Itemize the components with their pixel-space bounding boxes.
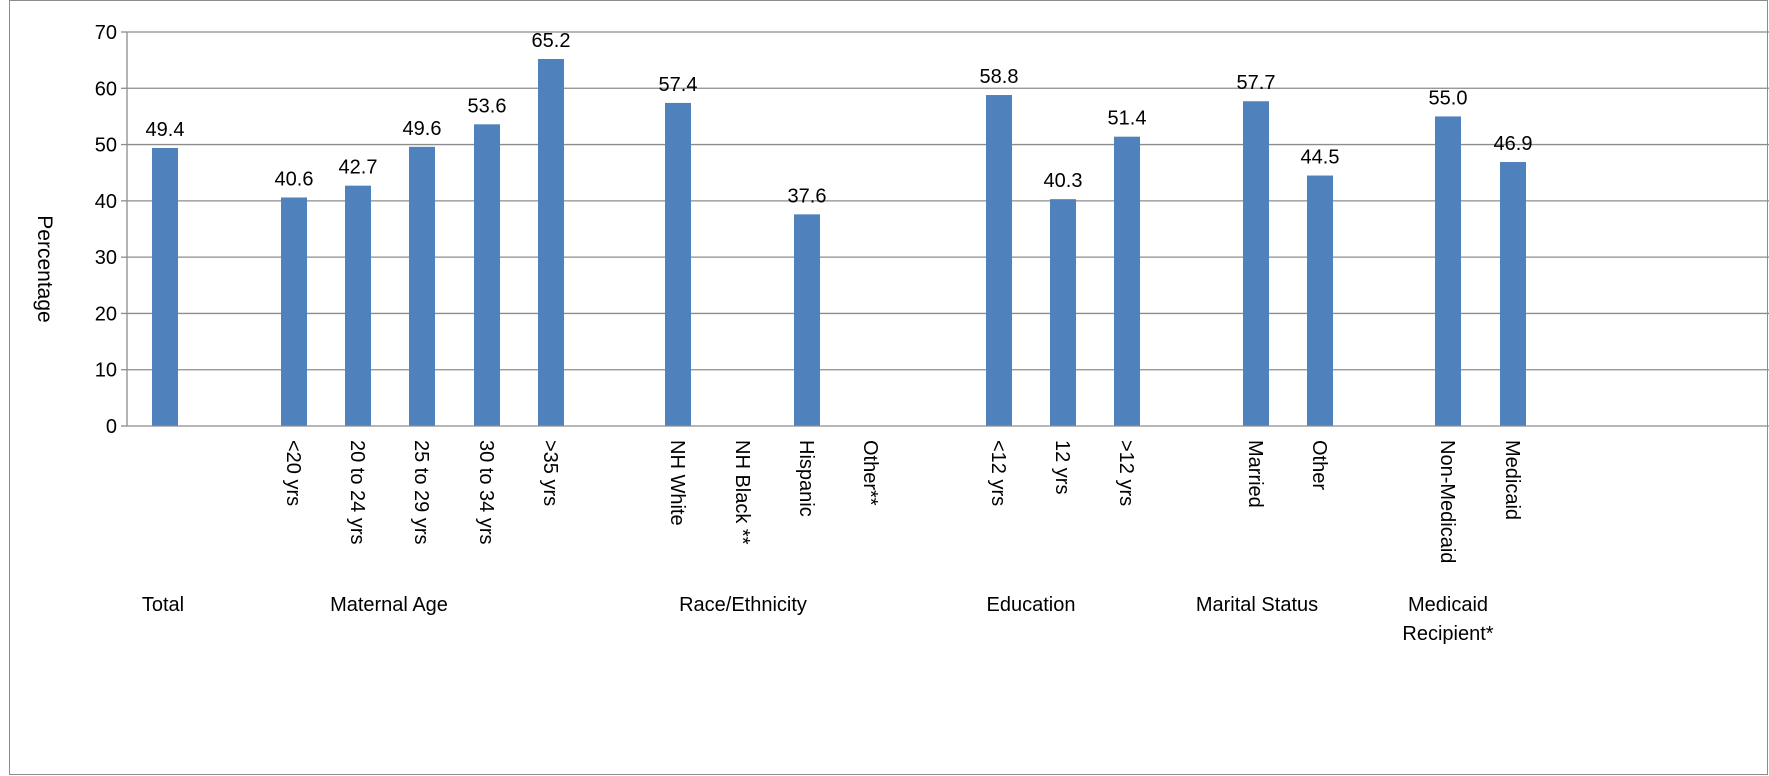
group-labels: Total Maternal Age Race/Ethnicity Education… [142, 594, 1494, 645]
bar [409, 146, 435, 426]
data-label: 51.4 [1108, 108, 1147, 130]
bars [152, 59, 1526, 427]
bar [665, 102, 691, 427]
data-label: 42.7 [339, 157, 378, 179]
data-label: 57.7 [1237, 72, 1276, 94]
y-tick-label: 10 [95, 360, 117, 382]
data-label: 44.5 [1301, 147, 1340, 169]
data-label: 49.4 [146, 119, 185, 141]
bar [152, 147, 178, 426]
bar [345, 185, 371, 426]
y-tick-label: 30 [95, 247, 117, 269]
group-label: Total [142, 594, 184, 616]
x-tick-label: 12 yrs [1051, 440, 1073, 494]
data-label: 53.6 [468, 95, 507, 117]
bar [1050, 199, 1076, 426]
group-label: Medicaid Recipient* [1402, 594, 1493, 645]
bar [1500, 162, 1526, 426]
chart-frame: 49.4 40.6 42.7 49.6 53.6 65.2 57.4 37.6 58.8 40.3… [9, 0, 1769, 775]
x-tick-label: Hispanic [795, 440, 817, 517]
bar [1435, 116, 1461, 426]
x-tick-label: Non-Medicaid [1436, 440, 1458, 563]
group-label: Education [987, 594, 1076, 616]
bar [794, 214, 820, 426]
x-tick-label: Married [1244, 440, 1266, 508]
data-label: 40.6 [275, 168, 314, 190]
data-label: 58.8 [980, 66, 1019, 88]
data-label: 57.4 [659, 74, 698, 96]
gridlines [127, 31, 1769, 371]
bar [1114, 136, 1140, 427]
bar [538, 59, 564, 426]
data-label: 49.6 [403, 118, 442, 140]
group-label: Race/Ethnicity [679, 594, 807, 616]
x-tick-label: >12 yrs [1115, 440, 1137, 506]
x-tick-label: >35 yrs [539, 440, 561, 506]
x-tick-label: 30 to 34 yrs [475, 440, 497, 545]
bar [1307, 175, 1333, 426]
x-tick-label: 25 to 29 yrs [410, 440, 432, 545]
bar-chart: 49.4 40.6 42.7 49.6 53.6 65.2 57.4 37.6 58.8 40.3… [33, 22, 1769, 645]
group-label: Maternal Age [330, 594, 448, 616]
x-tick-label: Other [1308, 440, 1330, 490]
bar [281, 197, 307, 426]
y-tick-labels: 0 10 20 30 40 50 60 70 [95, 22, 117, 438]
bar [986, 95, 1012, 426]
group-label: Marital Status [1196, 594, 1318, 616]
x-tick-label: <20 yrs [282, 440, 304, 506]
x-tick-labels: <20 yrs 20 to 24 yrs 25 to 29 yrs 30 to 34 … [282, 440, 1523, 563]
y-axis-title: Percentage [33, 215, 56, 322]
x-tick-label: 20 to 24 yrs [346, 440, 368, 545]
x-tick-label: Medicaid [1501, 440, 1523, 520]
data-label: 65.2 [532, 30, 571, 52]
y-tick-label: 50 [95, 135, 117, 157]
axes [121, 31, 1769, 427]
y-tick-label: 20 [95, 303, 117, 325]
data-label: 40.3 [1044, 170, 1083, 192]
bar [1243, 101, 1269, 426]
x-tick-label: <12 yrs [987, 440, 1009, 506]
data-label: 55.0 [1429, 87, 1468, 109]
data-label: 37.6 [788, 185, 827, 207]
y-tick-label: 0 [106, 416, 117, 438]
x-tick-label: Other** [859, 440, 881, 506]
y-tick-label: 40 [95, 191, 117, 213]
x-tick-label: NH White [666, 440, 688, 526]
x-tick-label: NH Black ** [731, 440, 753, 545]
y-tick-label: 70 [95, 22, 117, 44]
data-label: 46.9 [1494, 133, 1533, 155]
y-tick-label: 60 [95, 78, 117, 100]
data-labels: 49.4 40.6 42.7 49.6 53.6 65.2 57.4 37.6 58.8 40.3… [146, 30, 1533, 207]
bar [474, 124, 500, 427]
